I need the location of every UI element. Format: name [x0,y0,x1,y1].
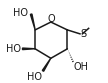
Text: OH: OH [74,62,89,72]
Text: HO: HO [27,72,42,82]
Text: HO: HO [6,44,21,54]
Text: HO: HO [13,8,28,18]
Polygon shape [30,14,35,30]
Text: O: O [47,14,55,23]
Text: S: S [81,29,87,39]
Polygon shape [42,58,51,71]
Polygon shape [22,48,35,50]
